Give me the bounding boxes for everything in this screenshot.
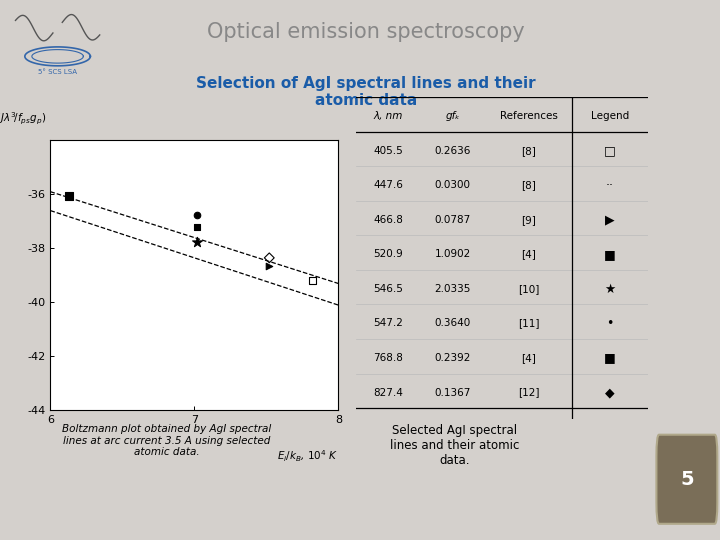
Text: Selection of AgI spectral lines and their
atomic data: Selection of AgI spectral lines and thei… [197, 76, 536, 108]
Text: [10]: [10] [518, 284, 539, 294]
Text: 405.5: 405.5 [374, 146, 403, 156]
Point [192, 222, 203, 231]
Text: [4]: [4] [521, 249, 536, 259]
Text: □: □ [604, 144, 616, 157]
Point [192, 238, 203, 246]
Text: 466.8: 466.8 [374, 215, 403, 225]
Text: ■: ■ [604, 248, 616, 261]
Text: Legend: Legend [591, 111, 629, 121]
Point [264, 262, 275, 271]
Text: ◆: ◆ [606, 386, 615, 399]
Text: 0.3640: 0.3640 [434, 319, 471, 328]
Text: Boltzmann plot obtained by AgI spectral
lines at arc current 3.5 A using selecte: Boltzmann plot obtained by AgI spectral … [62, 424, 271, 457]
Text: 0.0787: 0.0787 [434, 215, 471, 225]
Text: 547.2: 547.2 [374, 319, 403, 328]
Text: $\ln(J\lambda^3\!/f_{ps}g_p)$: $\ln(J\lambda^3\!/f_{ps}g_p)$ [0, 111, 46, 127]
Text: ■: ■ [604, 352, 616, 365]
Text: 546.5: 546.5 [374, 284, 403, 294]
Text: [9]: [9] [521, 215, 536, 225]
Text: 0.1367: 0.1367 [434, 388, 471, 397]
Text: 827.4: 827.4 [374, 388, 403, 397]
Text: [12]: [12] [518, 388, 539, 397]
FancyBboxPatch shape [657, 435, 717, 524]
Text: 0.2636: 0.2636 [434, 146, 471, 156]
Text: [8]: [8] [521, 180, 536, 190]
Text: 5: 5 [680, 470, 693, 489]
Text: Selected AgI spectral
lines and their atomic
data.: Selected AgI spectral lines and their at… [390, 424, 519, 467]
Text: ★: ★ [605, 282, 616, 295]
Text: 447.6: 447.6 [374, 180, 403, 190]
Text: 1.0902: 1.0902 [434, 249, 471, 259]
Text: $E_i/k_B$, $10^4$ K: $E_i/k_B$, $10^4$ K [277, 448, 338, 464]
Text: gfₖ: gfₖ [445, 111, 460, 121]
Point [192, 211, 203, 219]
Text: Optical emission spectroscopy: Optical emission spectroscopy [207, 22, 525, 42]
Text: [11]: [11] [518, 319, 539, 328]
Text: 0.2392: 0.2392 [434, 353, 471, 363]
Text: 2.0335: 2.0335 [434, 284, 471, 294]
Text: 0.0300: 0.0300 [435, 180, 471, 190]
Text: [8]: [8] [521, 146, 536, 156]
Text: 520.9: 520.9 [374, 249, 403, 259]
Point [307, 276, 318, 285]
Text: 5° SCS LSA: 5° SCS LSA [38, 69, 77, 75]
Text: λ, nm: λ, nm [374, 111, 403, 121]
Text: ··: ·· [606, 179, 614, 192]
Text: ▶: ▶ [606, 213, 615, 226]
Text: 768.8: 768.8 [374, 353, 403, 363]
Point [264, 254, 275, 262]
Text: References: References [500, 111, 557, 121]
Text: [4]: [4] [521, 353, 536, 363]
Text: •: • [606, 317, 613, 330]
Point [63, 191, 75, 200]
